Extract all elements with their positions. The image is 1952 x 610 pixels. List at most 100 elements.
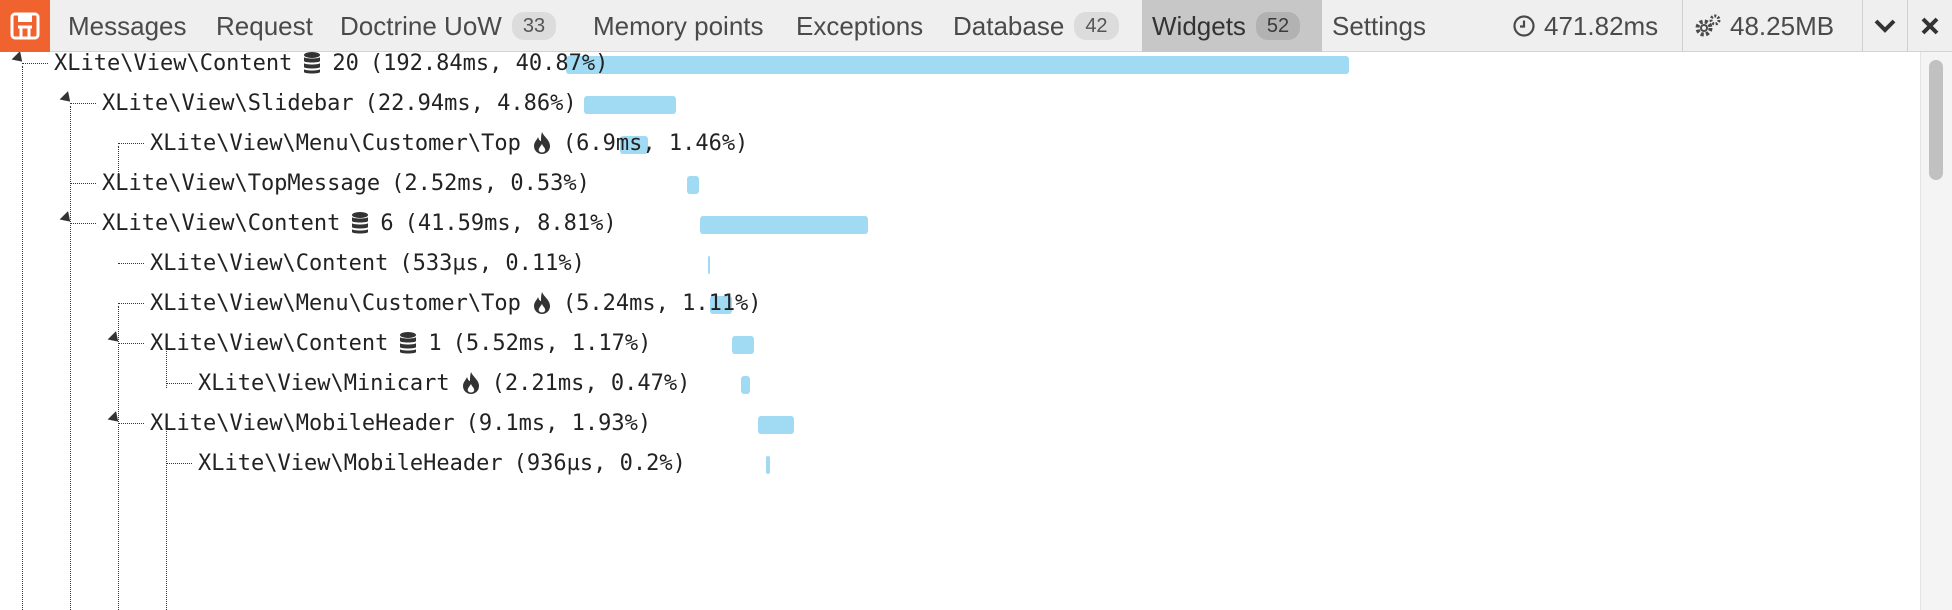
request-time[interactable]: 471.82ms <box>1512 0 1658 52</box>
tab-exceptions[interactable]: Exceptions <box>786 0 933 52</box>
database-icon <box>303 52 321 75</box>
tree-branch <box>118 303 144 304</box>
query-count: 6 <box>380 210 394 236</box>
divider <box>1862 0 1863 52</box>
timing-bar <box>708 256 710 274</box>
tab-request[interactable]: Request <box>206 0 323 52</box>
close-icon <box>1920 16 1940 36</box>
tree-branch <box>166 383 192 384</box>
minimize-button[interactable] <box>1863 0 1907 52</box>
tab-label: Messages <box>68 10 187 41</box>
tab-label: Database <box>953 10 1065 41</box>
tree-branch <box>166 463 192 464</box>
widget-name: XLite\View\TopMessage <box>102 170 381 196</box>
timing-bar <box>766 456 770 474</box>
widgets-panel: XLite\View\Content 20 (192.84ms, 40.87%)… <box>0 52 1920 610</box>
debugbar-logo-icon[interactable] <box>0 0 50 52</box>
timing-bar <box>758 416 794 434</box>
debugbar-header: Messages Request Doctrine UoW 33 Memory … <box>0 0 1952 52</box>
tab-memory-points[interactable]: Memory points <box>583 0 774 52</box>
tab-badge: 42 <box>1074 12 1119 40</box>
tree-branch <box>118 343 144 344</box>
divider <box>1682 0 1683 52</box>
tab-settings[interactable]: Settings <box>1322 0 1436 52</box>
tab-database[interactable]: Database 42 <box>943 0 1129 52</box>
widget-row[interactable]: XLite\View\Content 6 (41.59ms, 8.81%) <box>102 207 617 239</box>
widget-stats: (9.1ms, 1.93%) <box>465 410 652 436</box>
widget-name: XLite\View\Content <box>150 250 389 276</box>
tree-guide <box>22 66 23 610</box>
chevron-down-icon <box>1874 18 1896 34</box>
tab-widgets[interactable]: Widgets 52 <box>1142 0 1322 52</box>
timing-bar <box>620 136 648 154</box>
widget-stats: (936µs, 0.2%) <box>513 450 686 476</box>
tree-branch <box>118 143 144 144</box>
widget-stats: (2.52ms, 0.53%) <box>391 170 590 196</box>
fire-icon <box>532 291 552 315</box>
tree-branch <box>70 183 96 184</box>
tree-guide <box>118 146 119 188</box>
tree-guide <box>118 306 119 610</box>
timing-bar <box>584 96 676 114</box>
tab-messages[interactable]: Messages <box>58 0 197 52</box>
fire-icon <box>532 131 552 155</box>
widget-name: XLite\View\MobileHeader <box>150 410 455 436</box>
widget-row[interactable]: XLite\View\Content (533µs, 0.11%) <box>150 247 585 279</box>
tab-badge: 52 <box>1255 12 1301 40</box>
clock-icon <box>1512 14 1536 38</box>
tree-branch <box>118 423 144 424</box>
widget-row[interactable]: XLite\View\MobileHeader (9.1ms, 1.93%) <box>150 407 651 439</box>
database-icon <box>399 331 417 355</box>
timing-bar <box>732 336 754 354</box>
widget-row[interactable]: XLite\View\Minicart (2.21ms, 0.47%) <box>198 367 690 399</box>
divider <box>1907 0 1908 52</box>
widget-row[interactable]: XLite\View\Menu\Customer\Top (6.9ms, 1.4… <box>150 127 748 159</box>
widget-name: XLite\View\Content <box>54 52 293 76</box>
request-time-value: 471.82ms <box>1544 10 1659 41</box>
widget-stats: (2.21ms, 0.47%) <box>491 370 691 396</box>
timing-bar <box>710 296 732 314</box>
tab-badge: 33 <box>511 12 557 40</box>
widget-stats: (22.94ms, 4.86%) <box>364 90 577 116</box>
widget-name: XLite\View\Content <box>150 330 389 356</box>
timing-bar <box>700 216 868 234</box>
timing-bar <box>741 376 750 394</box>
tab-label: Settings <box>1332 10 1426 41</box>
widget-stats: (5.52ms, 1.17%) <box>452 330 652 356</box>
tab-label: Widgets <box>1152 10 1246 41</box>
tree-branch <box>22 63 48 64</box>
widget-row[interactable]: XLite\View\Slidebar (22.94ms, 4.86%) <box>102 87 577 119</box>
widget-row[interactable]: XLite\View\Menu\Customer\Top (5.24ms, 1.… <box>150 287 762 319</box>
widget-row[interactable]: XLite\View\MobileHeader (936µs, 0.2%) <box>198 447 686 479</box>
tree-guide <box>166 426 167 610</box>
tab-label: Request <box>216 10 313 41</box>
widget-stats: (41.59ms, 8.81%) <box>404 210 617 236</box>
tree-guide <box>166 346 167 388</box>
widget-row[interactable]: XLite\View\TopMessage (2.52ms, 0.53%) <box>102 167 590 199</box>
tree-guide <box>70 106 71 610</box>
widget-row[interactable]: XLite\View\Content 20 (192.84ms, 40.87%) <box>54 52 608 79</box>
widget-name: XLite\View\MobileHeader <box>198 450 503 476</box>
widget-row[interactable]: XLite\View\Content 1 (5.52ms, 1.17%) <box>150 327 651 359</box>
timing-bar <box>566 56 1349 74</box>
close-button[interactable] <box>1908 0 1952 52</box>
widget-name: XLite\View\Content <box>102 210 341 236</box>
widget-stats: (192.84ms, 40.87%) <box>369 52 609 76</box>
tree-branch <box>70 103 96 104</box>
timing-bar <box>687 176 699 194</box>
widget-stats: (533µs, 0.11%) <box>399 250 585 276</box>
scrollbar-thumb[interactable] <box>1929 60 1943 180</box>
widget-name: XLite\View\Menu\Customer\Top <box>150 290 521 316</box>
vertical-scrollbar[interactable] <box>1920 52 1952 610</box>
fire-icon <box>461 371 481 395</box>
database-icon <box>351 211 369 235</box>
widget-name: XLite\View\Slidebar <box>102 90 354 116</box>
memory-usage-value: 48.25MB <box>1730 10 1835 41</box>
query-count: 20 <box>332 52 359 76</box>
tree-branch <box>118 263 144 264</box>
memory-usage[interactable]: 48.25MB <box>1694 0 1834 52</box>
widget-stats: (6.9ms, 1.46%) <box>562 130 749 156</box>
tab-doctrine-uow[interactable]: Doctrine UoW 33 <box>330 0 566 52</box>
gears-icon <box>1694 13 1722 39</box>
tab-label: Memory points <box>593 10 764 41</box>
